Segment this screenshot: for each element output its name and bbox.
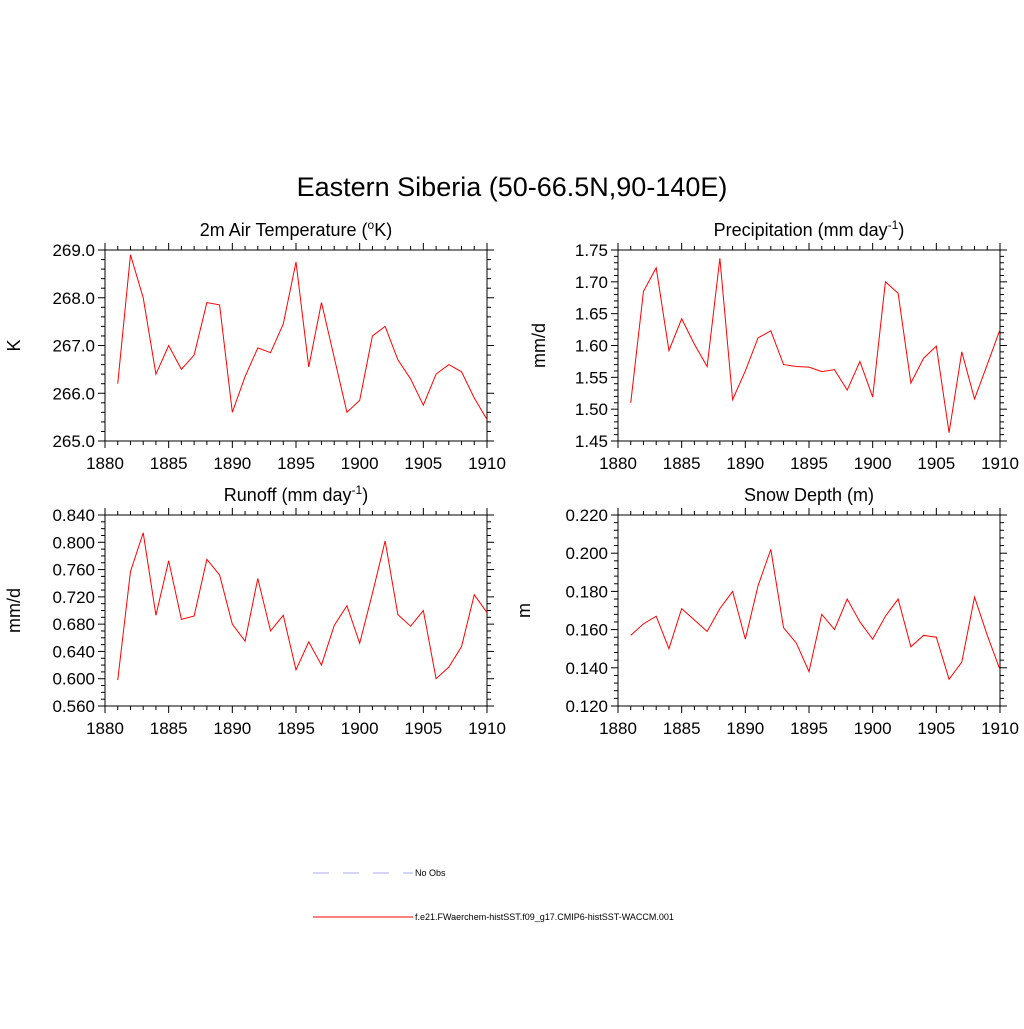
- snow-depth-title-text: Snow Depth (m): [744, 485, 874, 505]
- precipitation-plot-frame: [617, 249, 1001, 442]
- snow-depth-x-tick-label: 1905: [917, 719, 955, 738]
- precipitation-y-tick-label: 1.65: [575, 305, 608, 324]
- precipitation-title-end: ): [898, 220, 904, 240]
- temperature-series-line: [117, 254, 488, 420]
- runoff-x-tick-label: 1890: [213, 719, 251, 738]
- chart-panels: 2m Air Temperature (oK) K 1880 1885 1890 1895…: [4, 218, 1019, 738]
- snow-depth-y-tick-label: 0.140: [565, 659, 608, 678]
- temperature-x-tick-label: 1905: [404, 454, 442, 473]
- legend-model-label: f.e21.FWaerchem-histSST.f09_g17.CMIP6-hi…: [415, 912, 674, 922]
- temperature-x-tick-label: 1900: [341, 454, 379, 473]
- runoff-y-tick-label: 0.840: [52, 506, 95, 525]
- precipitation-y-tick-label: 1.45: [575, 432, 608, 451]
- snow-depth-x-tick-label: 1910: [981, 719, 1019, 738]
- temperature-panel-title: 2m Air Temperature (oK): [200, 218, 392, 240]
- runoff-y-tick-label: 0.720: [52, 588, 95, 607]
- runoff-series-line: [117, 532, 488, 681]
- legend-obs-label: No Obs: [415, 868, 446, 878]
- runoff-y-tick-label: 0.560: [52, 697, 95, 716]
- precipitation-x-tick-label: 1900: [854, 454, 892, 473]
- runoff-title-text: Runoff (mm day: [224, 485, 352, 505]
- snow-depth-y-tick-label: 0.160: [565, 621, 608, 640]
- precipitation-title-text: Precipitation (mm day: [714, 220, 888, 240]
- precipitation-y-tick-label: 1.75: [575, 241, 608, 260]
- legend: No Obs f.e21.FWaerchem-histSST.f09_g17.C…: [313, 868, 674, 922]
- precipitation-x-tick-label: 1895: [790, 454, 828, 473]
- panel-runoff: Runoff (mm day-1) mm/d 1880 1885 1890 1895 190…: [4, 483, 506, 738]
- temperature-title-superscript: o: [368, 218, 375, 232]
- temperature-x-tick-label: 1880: [86, 454, 124, 473]
- temperature-title-end: K): [374, 220, 392, 240]
- snow-depth-y-tick-label: 0.220: [565, 506, 608, 525]
- precipitation-x-tick-label: 1890: [726, 454, 764, 473]
- snow-depth-y-tick-label: 0.200: [565, 544, 608, 563]
- snow-depth-x-tick-label: 1890: [726, 719, 764, 738]
- precipitation-y-tick-label: 1.50: [575, 400, 608, 419]
- runoff-x-tick-label: 1900: [341, 719, 379, 738]
- snow-depth-x-tick-label: 1895: [790, 719, 828, 738]
- runoff-y-tick-label: 0.760: [52, 561, 95, 580]
- snow-depth-y-tick-label: 0.180: [565, 582, 608, 601]
- temperature-x-tick-label: 1895: [277, 454, 315, 473]
- panel-snow-depth: Snow Depth (m) m 1880 1885 1890 1895 1900 1905 1…: [514, 485, 1019, 738]
- snow-depth-y-axis-label: m: [514, 603, 534, 618]
- temperature-title-text: 2m Air Temperature (: [200, 220, 368, 240]
- snow-depth-y-tick-label: 0.120: [565, 697, 608, 716]
- runoff-y-tick-label: 0.680: [52, 615, 95, 634]
- precipitation-x-tick-label: 1910: [981, 454, 1019, 473]
- precipitation-title-superscript: -1: [888, 218, 899, 232]
- runoff-y-tick-label: 0.600: [52, 670, 95, 689]
- precipitation-y-tick-label: 1.70: [575, 273, 608, 292]
- panel-precipitation: Precipitation (mm day-1) mm/d 1880 1885 1890…: [529, 218, 1019, 473]
- temperature-y-tick-label: 265.0: [52, 432, 95, 451]
- runoff-panel-title: Runoff (mm day-1): [224, 483, 368, 505]
- panel-temperature: 2m Air Temperature (oK) K 1880 1885 1890 1895…: [4, 218, 506, 473]
- temperature-y-tick-label: 266.0: [52, 384, 95, 403]
- temperature-x-tick-label: 1885: [150, 454, 188, 473]
- temperature-y-tick-label: 267.0: [52, 337, 95, 356]
- precipitation-series-line: [630, 258, 1001, 433]
- temperature-x-tick-label: 1890: [213, 454, 251, 473]
- precipitation-panel-title: Precipitation (mm day-1): [714, 218, 905, 240]
- runoff-title-end: ): [362, 485, 368, 505]
- runoff-x-tick-label: 1885: [150, 719, 188, 738]
- precipitation-x-tick-label: 1885: [663, 454, 701, 473]
- temperature-y-axis-label: K: [4, 339, 24, 351]
- runoff-title-superscript: -1: [352, 483, 363, 497]
- runoff-x-tick-label: 1905: [404, 719, 442, 738]
- snow-depth-x-tick-label: 1880: [599, 719, 637, 738]
- runoff-y-tick-label: 0.800: [52, 533, 95, 552]
- precipitation-y-tick-label: 1.60: [575, 337, 608, 356]
- temperature-y-tick-label: 268.0: [52, 289, 95, 308]
- snow-depth-panel-title: Snow Depth (m): [744, 485, 874, 505]
- snow-depth-x-tick-label: 1885: [663, 719, 701, 738]
- snow-depth-series-line: [630, 549, 1001, 681]
- runoff-y-axis-label: mm/d: [4, 588, 24, 633]
- runoff-y-tick-label: 0.640: [52, 642, 95, 661]
- runoff-x-tick-label: 1880: [86, 719, 124, 738]
- precipitation-y-axis-label: mm/d: [529, 323, 549, 368]
- snow-depth-x-tick-label: 1900: [854, 719, 892, 738]
- snow-depth-plot-frame: [617, 514, 1001, 707]
- runoff-x-tick-label: 1910: [468, 719, 506, 738]
- runoff-plot-frame: [104, 514, 488, 707]
- precipitation-y-tick-label: 1.55: [575, 368, 608, 387]
- precipitation-x-tick-label: 1905: [917, 454, 955, 473]
- temperature-x-tick-label: 1910: [468, 454, 506, 473]
- temperature-y-tick-label: 269.0: [52, 241, 95, 260]
- runoff-x-tick-label: 1895: [277, 719, 315, 738]
- precipitation-x-tick-label: 1880: [599, 454, 637, 473]
- figure-title: Eastern Siberia (50-66.5N,90-140E): [297, 172, 728, 202]
- temperature-plot-frame: [104, 249, 488, 442]
